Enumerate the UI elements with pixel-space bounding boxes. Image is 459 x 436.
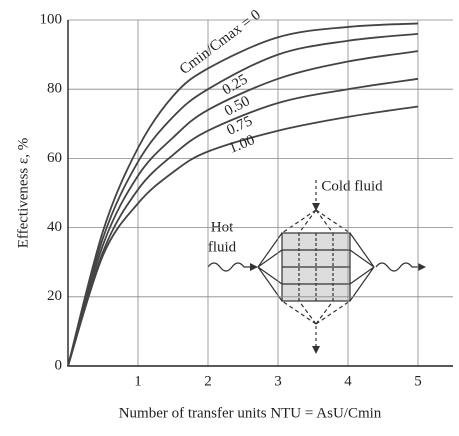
curve xyxy=(67,32,419,367)
x-tick-label: 4 xyxy=(344,373,352,389)
x-axis-label: Number of transfer units NTU = AsU/Cmin xyxy=(119,405,382,421)
inset-diagram xyxy=(207,180,426,354)
y-tick-label: 40 xyxy=(47,219,62,235)
y-axis-label: Effectiveness ε, % xyxy=(15,138,31,249)
y-tick-label: 20 xyxy=(47,288,62,304)
y-tick-label: 80 xyxy=(47,81,62,97)
x-tick-label: 5 xyxy=(414,373,422,389)
y-tick-label: 0 xyxy=(55,357,63,373)
y-tick-label: 60 xyxy=(47,150,62,166)
curve-label: 0.25 xyxy=(220,71,251,98)
y-tick-label: 100 xyxy=(40,11,63,27)
curve xyxy=(67,50,419,367)
x-tick-label: 3 xyxy=(274,373,282,389)
curve xyxy=(67,22,419,367)
x-tick-label: 1 xyxy=(134,373,142,389)
annotation: Cold fluid xyxy=(321,178,383,194)
curve xyxy=(67,105,419,367)
annotation: fluid xyxy=(208,239,237,255)
axis-frame xyxy=(67,20,453,367)
curve xyxy=(67,77,419,367)
x-tick-label: 2 xyxy=(204,373,212,389)
curve-label: Cmin/Cmax = 0 xyxy=(177,7,264,78)
